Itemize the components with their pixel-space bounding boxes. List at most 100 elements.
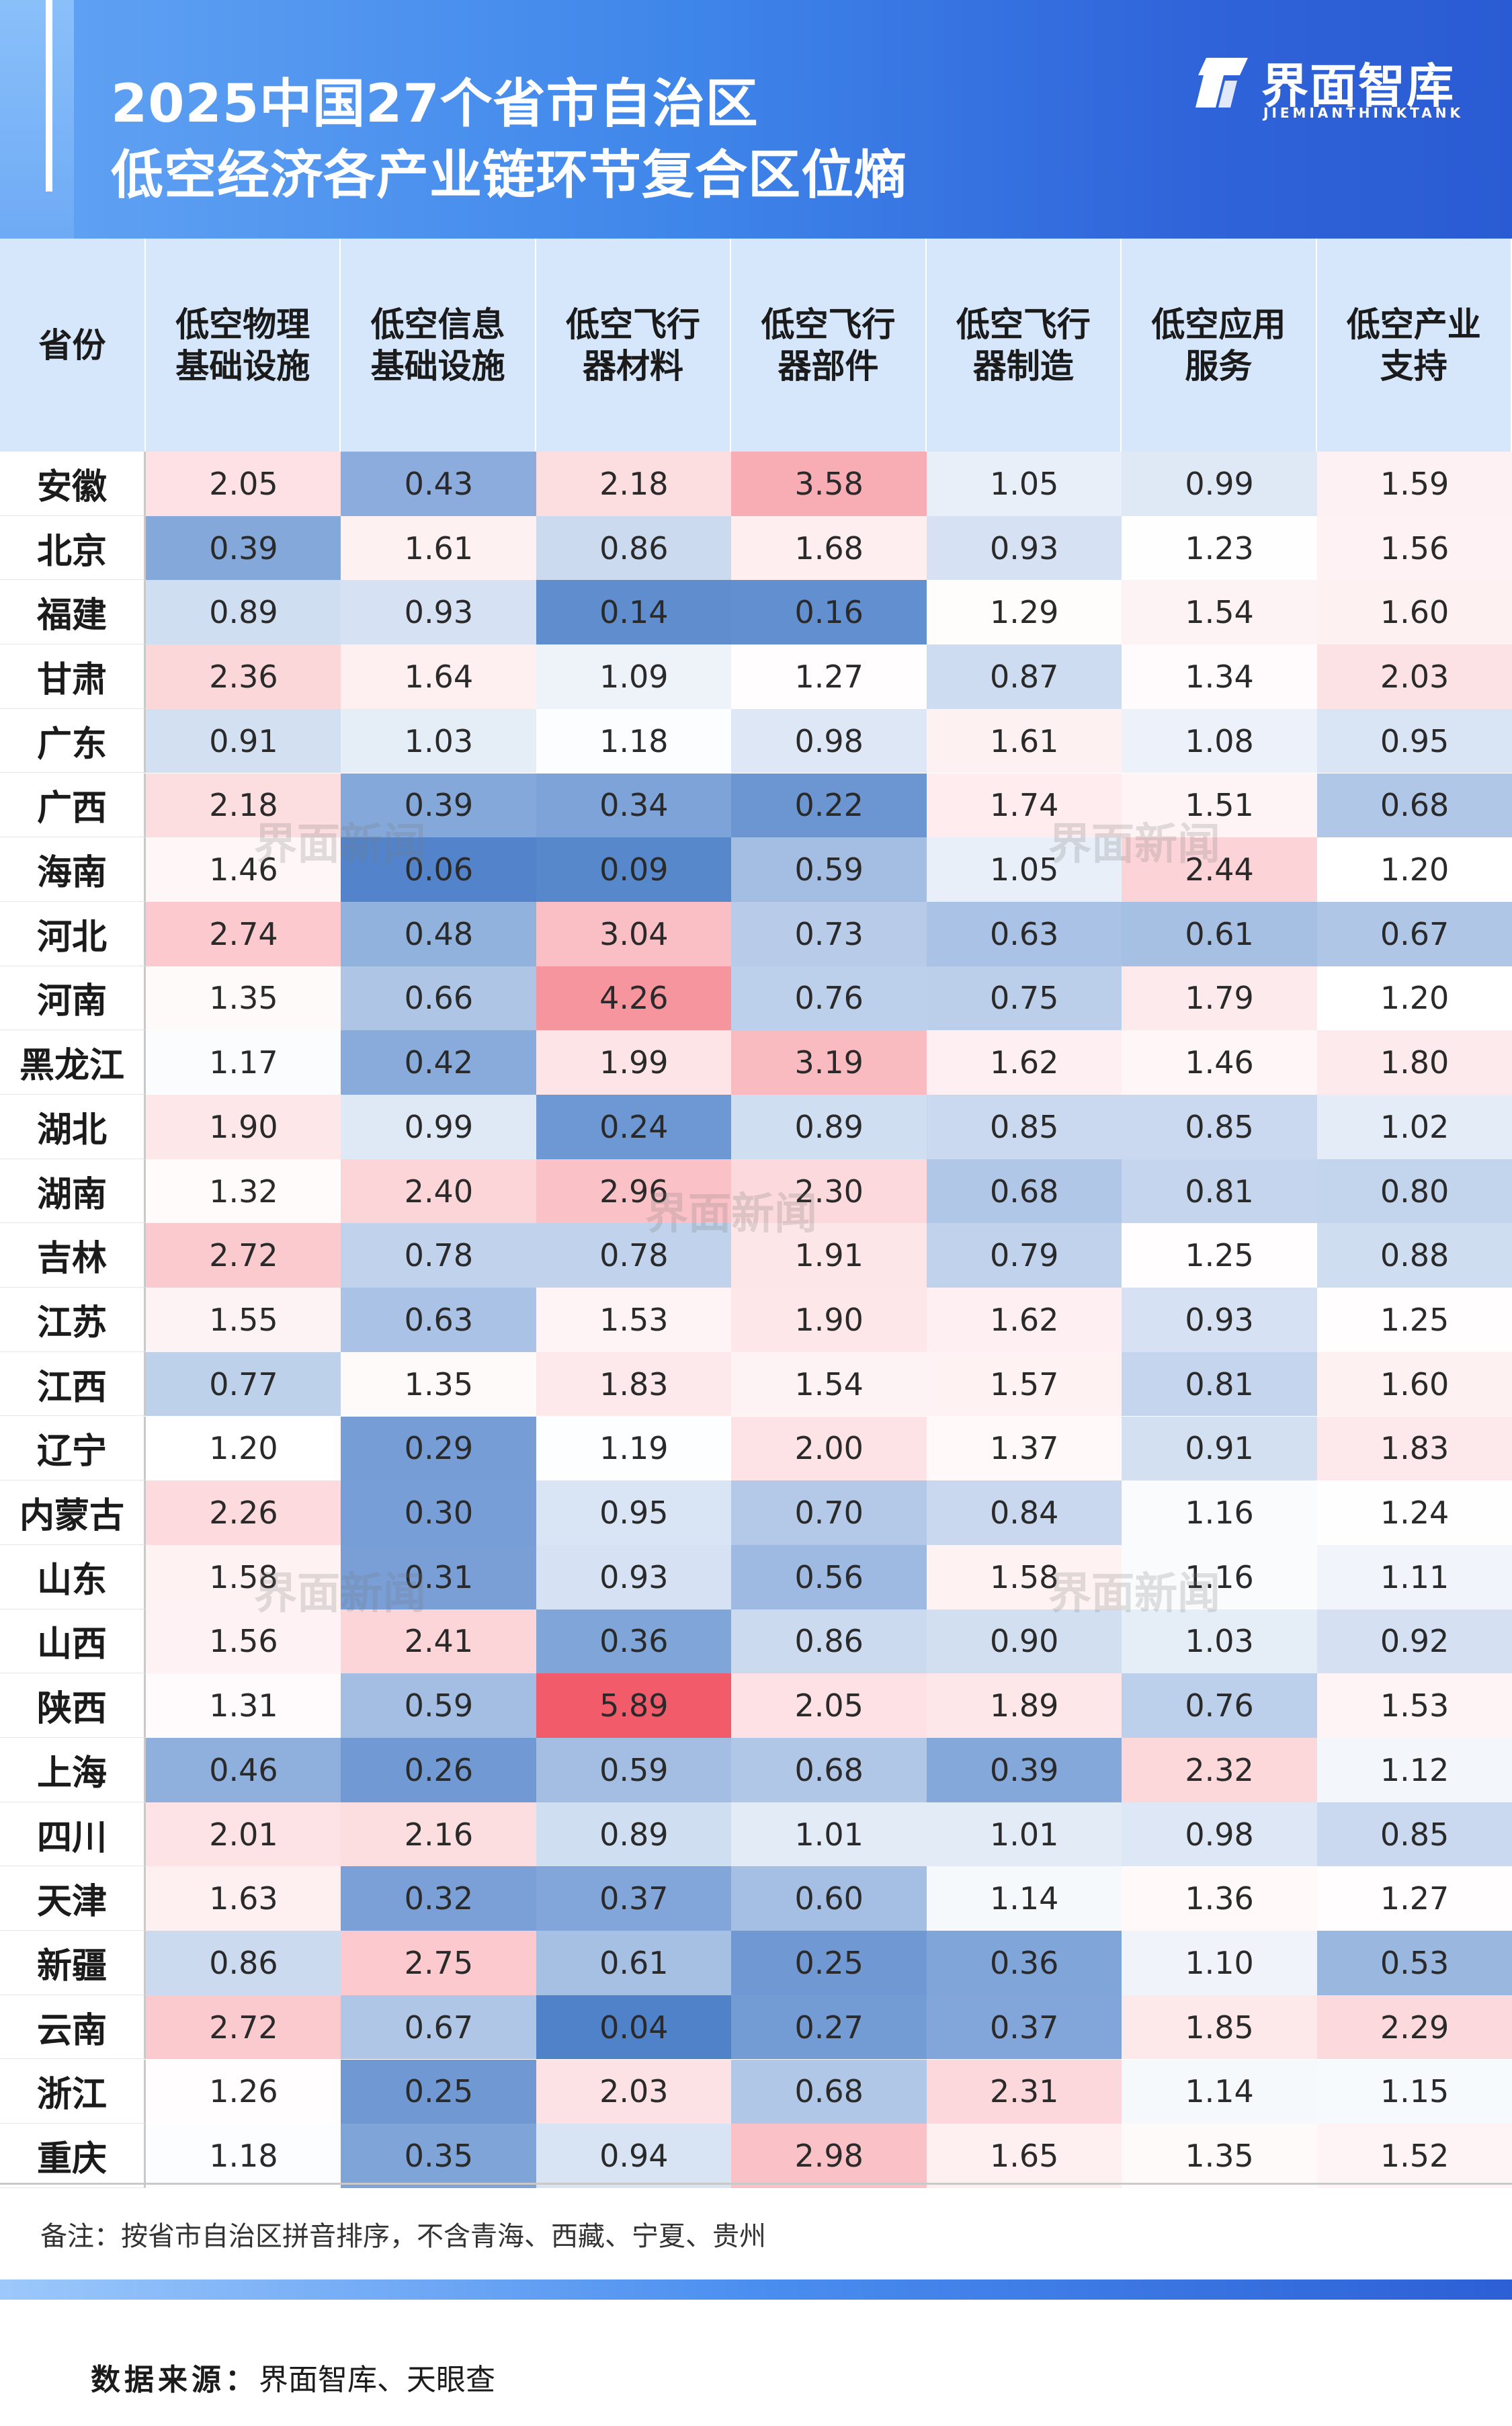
province-label: 广东 <box>0 708 146 773</box>
column-header-line: 低空产业 <box>1346 304 1481 344</box>
heatmap-cell: 2.72 <box>146 1223 341 1288</box>
province-label: 四川 <box>0 1802 146 1867</box>
heatmap-cell: 1.58 <box>146 1544 341 1609</box>
heatmap-cell: 0.27 <box>731 1995 927 2060</box>
heatmap-cell: 0.86 <box>146 1931 341 1995</box>
table-row: 江苏 1.55 0.63 1.53 1.90 1.62 0.93 1.25 <box>0 1288 1512 1352</box>
heatmap-cell: 1.60 <box>1316 1351 1512 1417</box>
table-row: 四川 2.01 2.16 0.89 1.01 1.01 0.98 0.85 <box>0 1802 1512 1867</box>
heatmap-cell: 0.93 <box>926 515 1122 581</box>
table-row: 甘肃 2.36 1.64 1.09 1.27 0.87 1.34 2.03 <box>0 644 1512 709</box>
heatmap-cell: 0.04 <box>536 1995 732 2060</box>
column-header: 低空飞行 器制造 <box>927 239 1122 452</box>
heatmap-cell: 1.19 <box>536 1416 732 1481</box>
column-header: 低空物理 基础设施 <box>146 239 341 452</box>
heatmap-cell: 0.86 <box>731 1609 927 1674</box>
heatmap-cell: 0.86 <box>536 515 732 581</box>
heatmap-cell: 2.30 <box>731 1159 927 1224</box>
province-label: 湖北 <box>0 1095 146 1159</box>
table-row: 河南 1.35 0.66 4.26 0.76 0.75 1.79 1.20 <box>0 966 1512 1031</box>
heatmap-cell: 0.98 <box>1122 1802 1318 1867</box>
heatmap-cell: 0.39 <box>926 1738 1122 1802</box>
source-value: 界面智库、天眼查 <box>259 2363 495 2397</box>
heatmap-cell: 0.99 <box>341 1095 537 1159</box>
heatmap-cell: 0.42 <box>341 1030 537 1095</box>
heatmap-cell: 0.95 <box>1316 708 1512 773</box>
province-label: 陕西 <box>0 1673 146 1738</box>
province-label: 江西 <box>0 1351 146 1417</box>
column-header-label: 低空飞行 器部件 <box>761 304 895 387</box>
column-header-line: 低空飞行 <box>956 304 1091 344</box>
table-row: 湖北 1.90 0.99 0.24 0.89 0.85 0.85 1.02 <box>0 1095 1512 1159</box>
province-label: 北京 <box>0 515 146 581</box>
heatmap-cell: 0.68 <box>731 1738 927 1802</box>
heatmap-cell: 0.77 <box>146 1351 341 1417</box>
heatmap-cell: 0.67 <box>1316 901 1512 966</box>
heatmap-cell: 1.90 <box>731 1288 927 1352</box>
heatmap-cell: 1.56 <box>146 1609 341 1674</box>
heatmap-cell: 1.35 <box>341 1351 537 1417</box>
heatmap-cell: 0.48 <box>341 901 537 966</box>
brand-logo: 界面智库 JIEMIANTHINKTANK <box>1186 48 1482 122</box>
heatmap-cell: 0.43 <box>341 452 537 516</box>
province-label: 吉林 <box>0 1223 146 1288</box>
column-header-label: 低空产业 支持 <box>1347 304 1481 387</box>
column-header: 低空飞行 器部件 <box>731 239 927 452</box>
table-row: 浙江 1.26 0.25 2.03 0.68 2.31 1.14 1.15 <box>0 2059 1512 2124</box>
heatmap-cell: 2.03 <box>1316 644 1512 709</box>
heatmap-cell: 0.94 <box>536 2124 732 2188</box>
heatmap-cell: 0.66 <box>341 966 537 1031</box>
heatmap-cell: 1.27 <box>1316 1866 1512 1931</box>
heatmap-cell: 0.29 <box>341 1416 537 1481</box>
heatmap-cell: 1.31 <box>146 1673 341 1738</box>
heatmap-cell: 0.59 <box>536 1738 732 1802</box>
heatmap-cell: 3.19 <box>731 1030 927 1095</box>
heatmap-cell: 0.24 <box>536 1095 732 1159</box>
heatmap-cell: 1.24 <box>1316 1480 1512 1545</box>
province-label: 安徽 <box>0 452 146 516</box>
heatmap-cell: 1.08 <box>1122 708 1318 773</box>
heatmap-cell: 0.60 <box>731 1866 927 1931</box>
heatmap-cell: 1.80 <box>1316 1030 1512 1095</box>
table-row: 河北 2.74 0.48 3.04 0.73 0.63 0.61 0.67 <box>0 901 1512 966</box>
heatmap-cell: 1.29 <box>926 580 1122 645</box>
heatmap-cell: 1.64 <box>341 644 537 709</box>
heatmap-cell: 1.83 <box>1316 1416 1512 1481</box>
table-row: 新疆 0.86 2.75 0.61 0.25 0.36 1.10 0.53 <box>0 1931 1512 1995</box>
heatmap-cell: 0.59 <box>341 1673 537 1738</box>
column-header-label: 低空飞行 器制造 <box>956 304 1091 387</box>
heatmap-cell: 0.76 <box>731 966 927 1031</box>
heatmap-cell: 0.68 <box>926 1159 1122 1224</box>
heatmap-cell: 1.54 <box>1122 580 1318 645</box>
column-header-line: 支持 <box>1380 346 1447 386</box>
heatmap-cell: 1.03 <box>1122 1609 1318 1674</box>
heatmap-cell: 0.14 <box>536 580 732 645</box>
heatmap-cell: 0.16 <box>731 580 927 645</box>
heatmap-cell: 0.36 <box>536 1609 732 1674</box>
column-header-label: 低空飞行 器材料 <box>566 304 700 387</box>
table-row: 江西 0.77 1.35 1.83 1.54 1.57 0.81 1.60 <box>0 1351 1512 1417</box>
heatmap-cell: 1.18 <box>146 2124 341 2188</box>
heatmap-cell: 0.93 <box>1122 1288 1318 1352</box>
table-row: 福建 0.89 0.93 0.14 0.16 1.29 1.54 1.60 <box>0 580 1512 645</box>
heatmap-cell: 1.14 <box>1122 2059 1318 2124</box>
data-source: 数据来源：界面智库、天眼查 <box>91 2355 495 2398</box>
heatmap-cell: 1.18 <box>536 708 732 773</box>
header-vertical-bar <box>46 0 52 192</box>
heatmap-cell: 0.93 <box>341 580 537 645</box>
heatmap-cell: 1.03 <box>341 708 537 773</box>
heatmap-cell: 1.59 <box>1316 452 1512 516</box>
heatmap-cell: 2.03 <box>536 2059 732 2124</box>
column-header: 低空信息 基础设施 <box>341 239 536 452</box>
heatmap-cell: 4.26 <box>536 966 732 1031</box>
heatmap-cell: 0.89 <box>536 1802 732 1867</box>
heatmap-cell: 1.63 <box>146 1866 341 1931</box>
column-header-line: 器材料 <box>583 346 684 386</box>
heatmap-cell: 2.96 <box>536 1159 732 1224</box>
heatmap-cell: 2.01 <box>146 1802 341 1867</box>
heatmap-cell: 0.85 <box>1122 1095 1318 1159</box>
heatmap-cell: 0.37 <box>536 1866 732 1931</box>
table-row: 湖南 1.32 2.40 2.96 2.30 0.68 0.81 0.80 <box>0 1159 1512 1224</box>
heatmap-cell: 0.56 <box>731 1544 927 1609</box>
column-header: 低空应用 服务 <box>1122 239 1317 452</box>
